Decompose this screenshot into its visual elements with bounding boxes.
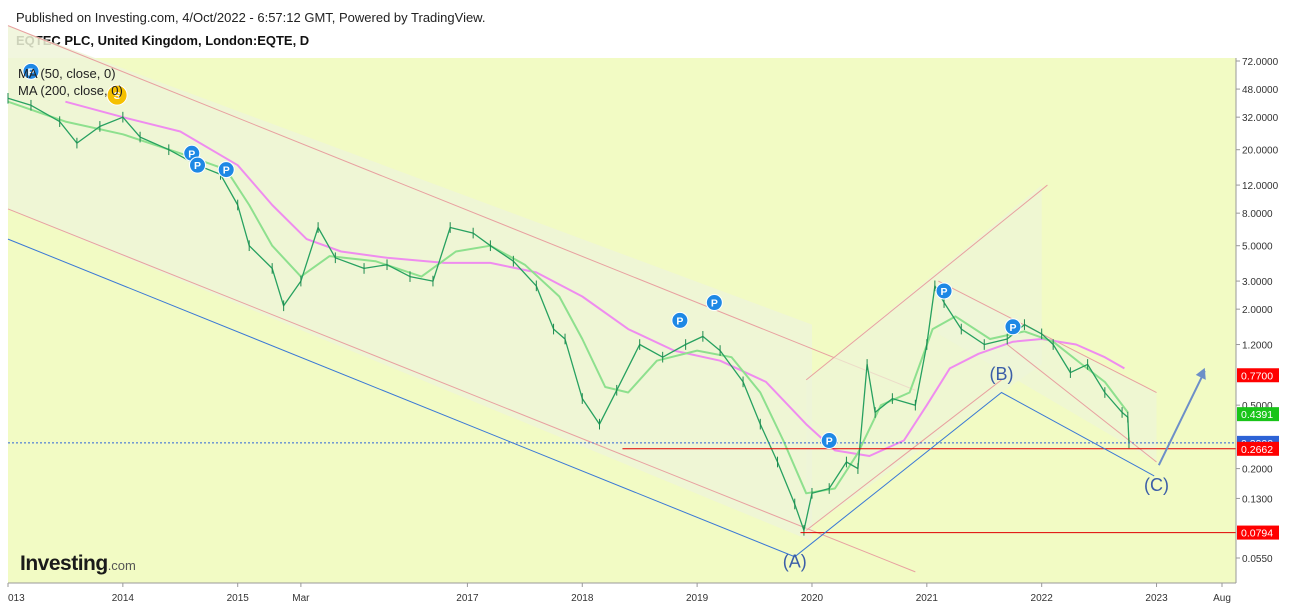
y-tick-label: 0.1300 — [1242, 494, 1273, 505]
x-tick-label: 2022 — [1031, 593, 1054, 604]
series-layer — [7, 92, 1130, 536]
marker-letter: P — [941, 286, 948, 298]
x-tick-label: 013 — [8, 593, 25, 604]
y-tick-label: 0.0550 — [1242, 554, 1273, 565]
dividend-marker-icon[interactable] — [189, 156, 207, 174]
y-tick-label: 32.0000 — [1242, 113, 1279, 124]
x-tick-label: Mar — [292, 593, 310, 604]
marker-letter: P — [676, 315, 683, 327]
x-tick-label: 2017 — [456, 593, 479, 604]
dividend-marker-icon[interactable] — [22, 62, 40, 80]
channel-line-lower — [7, 208, 916, 573]
x-tick-label: 2020 — [801, 593, 824, 604]
marker-letter: P — [826, 436, 833, 448]
published-note: Published on Investing.com, 4/Oct/2022 -… — [16, 10, 486, 25]
up-channel-lower — [805, 379, 1002, 531]
channel-line-upper — [7, 25, 916, 391]
price-tag-box — [1237, 368, 1279, 383]
y-axis: 72.0000 48.0000 32.0000 20.0000 12.0000 8.000… — [1236, 57, 1279, 565]
x-tick-label: 2021 — [916, 593, 939, 604]
x-tick-label: 2019 — [686, 593, 709, 604]
series-line-2 — [65, 100, 1125, 457]
price-tag-box — [1237, 407, 1279, 422]
marker-letter: P — [1009, 322, 1016, 334]
chart-title: EQTEC PLC, United Kingdom, London:EQTE, … — [16, 33, 310, 48]
price-tag-box — [1237, 441, 1279, 456]
y-tick-label: 3.0000 — [1242, 277, 1273, 288]
projection-arrow — [1157, 370, 1206, 466]
ma50-label: MA (50, close, 0) — [18, 66, 116, 81]
recent-channel-lower — [1006, 344, 1157, 463]
annotation-layer: (A) (B) (C) — [8, 364, 1236, 571]
marker-letter: P — [711, 298, 718, 310]
marker-letter: S — [114, 90, 121, 102]
marker-letter: P — [27, 66, 34, 78]
y-tick-label: 0.5000 — [1242, 401, 1273, 412]
arrow-head — [1195, 367, 1206, 380]
y-tick-label: 12.0000 — [1242, 181, 1279, 192]
dividend-marker-icon[interactable] — [1004, 318, 1022, 336]
marker-letter: P — [188, 148, 195, 160]
y-tick-label: 0.2000 — [1242, 465, 1273, 476]
series-line-1 — [7, 100, 1129, 495]
dividend-marker-icon[interactable] — [935, 282, 953, 300]
wave-label: (A) — [783, 551, 807, 571]
x-axis: 013 2014 2015 Mar 2017 2018 2019 2020 2021 2022 20… — [7, 583, 1231, 604]
y-tick-label: 72.0000 — [1242, 57, 1279, 68]
marker-letter: P — [194, 160, 201, 172]
y-tick-label: 2.0000 — [1242, 305, 1273, 316]
split-marker-icon[interactable] — [106, 84, 128, 106]
up-channel-upper — [805, 184, 1048, 381]
down-channel-fill — [8, 25, 812, 542]
x-tick-label: 2023 — [1145, 593, 1168, 604]
x-tick-label: Aug — [1213, 593, 1231, 604]
dividend-marker-icon[interactable] — [820, 432, 838, 450]
y-tick-label: 20.0000 — [1242, 146, 1279, 157]
y-tick-label: 5.0000 — [1242, 242, 1273, 253]
y-tick-label: 1.2000 — [1242, 341, 1273, 352]
wave-label: (B) — [989, 364, 1013, 384]
dividend-marker-icon[interactable] — [217, 161, 235, 179]
investing-logo: Investing.com — [20, 552, 136, 575]
dividend-marker-icon[interactable] — [671, 311, 689, 329]
y-tick-label: 48.0000 — [1242, 85, 1279, 96]
wave-path — [794, 391, 1155, 558]
recent-channel-fill — [938, 281, 1157, 462]
price-tag-label: 0.7700 — [1241, 370, 1273, 382]
x-tick-label: 2018 — [571, 593, 594, 604]
x-tick-label: 2015 — [227, 593, 250, 604]
series-line-0 — [7, 97, 1130, 531]
x-tick-label: 2014 — [112, 593, 135, 604]
price-tag-label: 0.2662 — [1241, 444, 1273, 456]
recent-channel-upper — [938, 280, 1157, 393]
price-tag-label: 0.4391 — [1241, 409, 1273, 421]
wave-label: (C) — [1144, 475, 1169, 495]
marker-letter: P — [223, 165, 230, 177]
price-tag-box — [1237, 525, 1279, 540]
y-tick-label: 8.0000 — [1242, 209, 1273, 220]
wave-line-a — [7, 238, 795, 558]
price-tag-label: 0.0794 — [1241, 528, 1273, 540]
dividend-marker-icon[interactable] — [705, 294, 723, 312]
ma200-label: MA (200, close, 0) — [18, 83, 123, 98]
